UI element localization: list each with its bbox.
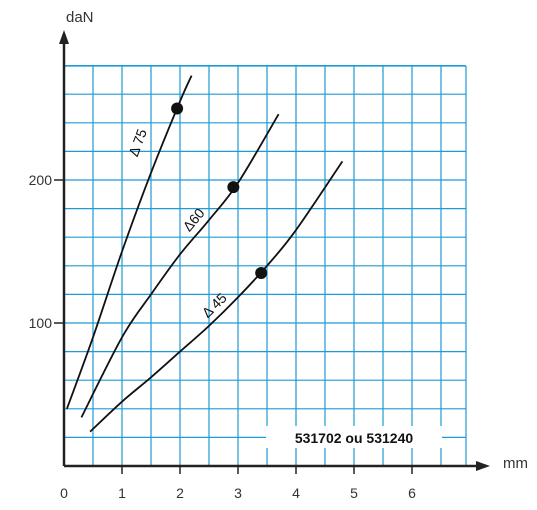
- x-tick-label: 2: [176, 485, 184, 501]
- grid-lines: [64, 64, 467, 466]
- x-tick-label: 1: [118, 485, 126, 501]
- series-label-0: Δ 75: [125, 126, 150, 158]
- y-tick-label: 100: [29, 315, 53, 331]
- markers-group: [171, 102, 268, 279]
- x-axis-arrow: [476, 461, 490, 471]
- x-axis-title: mm: [503, 455, 528, 472]
- x-tick-label: 0: [60, 485, 68, 501]
- series-line-0: [66, 75, 193, 410]
- series-line-1: [80, 113, 280, 418]
- tick-labels-group: 0 1 2 3 4 5 6 100 200: [29, 172, 416, 501]
- axes-group: [54, 30, 490, 474]
- series-line-2: [89, 160, 344, 433]
- y-tick-label: 200: [29, 172, 53, 188]
- series-label-1: Δ60: [179, 205, 207, 235]
- y-axis-title: daN: [66, 9, 94, 26]
- series-marker-0: [171, 102, 184, 115]
- reference-label: 531702 ou 531240: [295, 430, 414, 446]
- series-marker-1: [227, 181, 240, 194]
- x-tick-label: 3: [234, 485, 242, 501]
- x-tick-label: 6: [408, 485, 416, 501]
- x-tick-label: 5: [350, 485, 358, 501]
- reference-box: 531702 ou 531240: [266, 426, 442, 448]
- x-tick-label: 4: [292, 485, 300, 501]
- y-axis-arrow: [59, 30, 69, 44]
- curves-group: [66, 75, 344, 433]
- series-marker-2: [255, 266, 268, 279]
